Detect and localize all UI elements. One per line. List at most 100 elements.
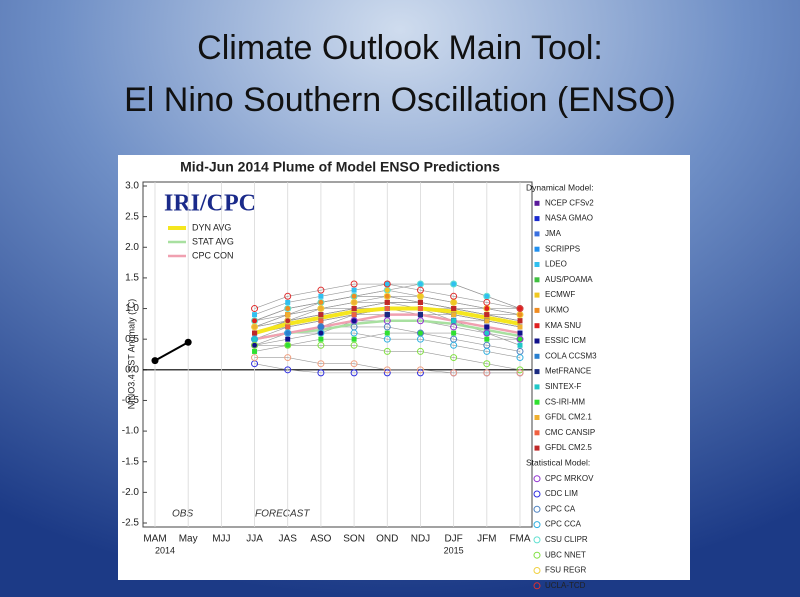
legend-label: COLA CCSM3: [545, 351, 597, 360]
legend-label: UKMO: [545, 306, 569, 315]
model-point: [450, 369, 458, 377]
model-point: [451, 299, 457, 305]
y-tick-label: -1.0: [122, 426, 140, 437]
model-point: [383, 292, 391, 300]
model-point: [417, 330, 423, 336]
model-point: [517, 336, 523, 342]
y-tick-label: 2.0: [125, 242, 139, 253]
model-point: [516, 354, 524, 362]
model-point: [484, 306, 490, 312]
model-point: [417, 312, 423, 318]
model-point: [285, 306, 291, 312]
legend-marker: [533, 475, 541, 483]
legend-marker: [533, 582, 541, 590]
model-point: [285, 342, 291, 348]
model-point: [284, 292, 292, 300]
model-point: [484, 330, 490, 336]
year-label: 2014: [155, 545, 175, 555]
model-point: [252, 318, 258, 324]
y-tick-label: 1.5: [125, 273, 139, 284]
legend-marker: [534, 384, 540, 390]
model-point: [252, 336, 258, 342]
observed-point: [184, 338, 192, 346]
legend-marker: [533, 521, 541, 529]
model-point: [318, 306, 324, 312]
model-point: [351, 318, 357, 324]
model-point: [351, 299, 357, 305]
legend-label: UCLA-TCD: [545, 581, 586, 590]
model-point: [483, 298, 491, 306]
x-tick-label: May: [179, 534, 198, 545]
model-point: [284, 354, 292, 362]
legend-label: JMA: [545, 229, 562, 238]
model-point: [318, 312, 324, 318]
model-point: [451, 318, 457, 324]
model-point: [351, 306, 357, 312]
model-point: [516, 366, 524, 374]
legend-label: GFDL CM2.1: [545, 413, 592, 422]
model-point: [251, 354, 259, 362]
x-tick-label: SON: [343, 534, 365, 545]
legend-label: MetFRANCE: [545, 367, 591, 376]
x-tick-label: NDJ: [411, 534, 430, 545]
legend-marker: [534, 246, 540, 252]
model-point: [517, 324, 523, 330]
legend-label: NCEP CFSv2: [545, 198, 594, 207]
legend-marker: [534, 262, 540, 267]
slide-title: El Nino Southern Oscillation (ENSO): [124, 81, 676, 119]
model-point: [517, 330, 523, 336]
legend-label: AUS/POAMA: [545, 275, 593, 284]
model-point: [451, 306, 457, 312]
model-point: [251, 341, 259, 349]
model-line: [254, 345, 521, 371]
legend-marker: [534, 445, 540, 451]
legend-label: SCRIPPS: [545, 244, 580, 253]
obs-label: OBS: [172, 509, 193, 520]
model-point: [384, 293, 390, 299]
model-point: [451, 330, 457, 336]
model-point: [252, 342, 258, 348]
model-point: [516, 335, 524, 343]
model-point: [483, 360, 491, 368]
legend-marker: [534, 353, 540, 359]
x-tick-label: JAS: [279, 534, 298, 545]
model-point: [285, 336, 291, 342]
model-point: [252, 312, 258, 318]
model-point: [384, 306, 390, 312]
model-point: [350, 360, 358, 368]
model-point: [483, 369, 491, 377]
chart-panel: [118, 155, 690, 580]
legend-marker: [534, 338, 540, 344]
legend-label: DYN AVG: [192, 222, 231, 232]
model-point: [416, 317, 424, 325]
model-point: [317, 329, 325, 337]
legend-marker: [533, 505, 541, 513]
model-point: [483, 347, 491, 355]
y-tick-label: 0.0: [125, 364, 139, 375]
model-point: [317, 341, 325, 349]
model-point: [417, 281, 423, 287]
x-tick-label: DJF: [444, 534, 462, 545]
model-point: [384, 299, 390, 305]
legend-label: STAT AVG: [192, 236, 234, 246]
model-point: [285, 312, 291, 318]
model-point: [284, 329, 292, 337]
model-point: [484, 293, 490, 299]
model-point: [451, 312, 457, 318]
model-point: [383, 323, 391, 331]
model-point: [318, 293, 324, 299]
model-point: [317, 305, 325, 313]
legend-label: CS-IRI-MM: [545, 397, 585, 406]
y-tick-label: 3.0: [125, 181, 139, 192]
legend-marker: [534, 231, 540, 237]
y-tick-label: -2.5: [122, 518, 140, 529]
legend-marker: [534, 323, 540, 329]
legend-label: LDEO: [545, 260, 567, 269]
model-point: [383, 369, 391, 377]
legend-heading: Dynamical Model:: [526, 182, 594, 192]
legend-label: FSU REGR: [545, 566, 587, 575]
model-point: [383, 347, 391, 355]
model-point: [252, 324, 258, 330]
legend-label: CPC CCA: [545, 520, 582, 529]
